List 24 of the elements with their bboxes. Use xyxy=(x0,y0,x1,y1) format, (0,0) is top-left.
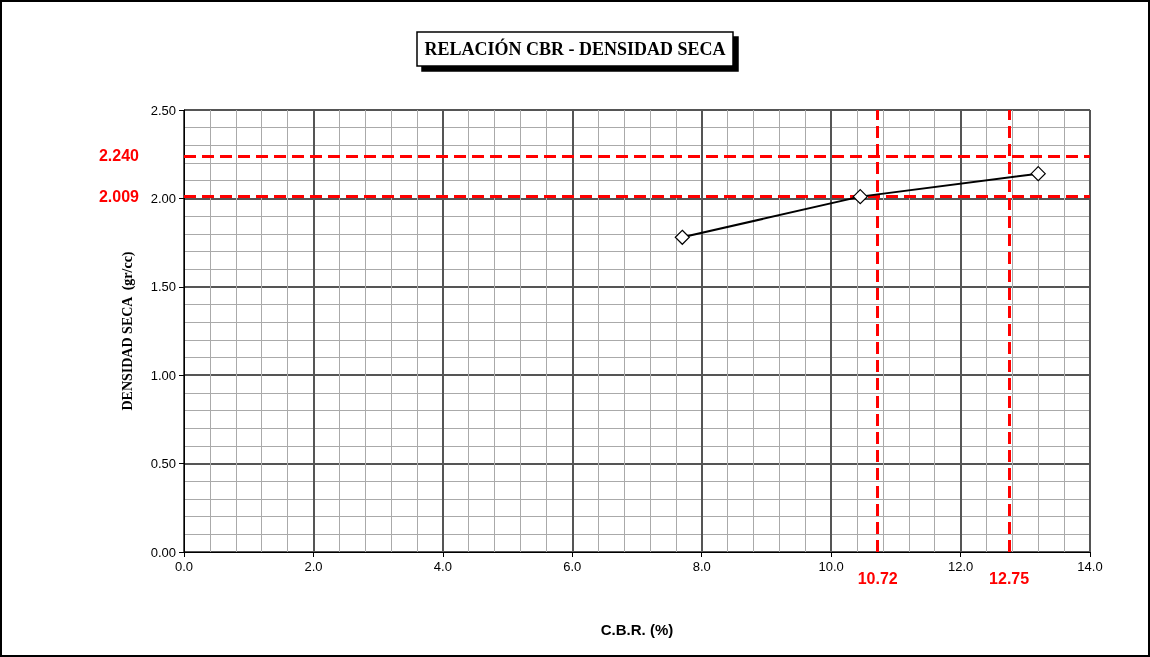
chart-title: RELACIÓN CBR - DENSIDAD SECA xyxy=(424,38,726,59)
y-tick-label: 1.50 xyxy=(150,279,176,295)
x-tick-label: 10.0 xyxy=(818,559,844,574)
y-tick-label: 0.00 xyxy=(150,544,176,560)
ref-line-label: 2.009 xyxy=(98,188,140,206)
y-tick-label: 2.50 xyxy=(150,102,176,118)
y-tick-label: 2.00 xyxy=(150,190,176,206)
y-tick-label: 0.50 xyxy=(150,456,176,472)
x-tick-label: 6.0 xyxy=(563,559,582,574)
y-tick-label: 1.00 xyxy=(150,367,176,383)
x-tick-label: 8.0 xyxy=(692,559,711,574)
ref-line-label: 2.240 xyxy=(98,147,140,165)
point xyxy=(674,229,690,245)
y-axis-title: DENSIDAD SECA (gr/cc) xyxy=(119,251,136,411)
x-tick-label: 2.0 xyxy=(304,559,323,574)
x-axis-title: C.B.R. (%) xyxy=(600,621,674,638)
x-tick-label: 0.0 xyxy=(174,559,194,574)
x-tick-label: 14.0 xyxy=(1077,559,1103,574)
ref-line-label: 12.75 xyxy=(989,569,1030,587)
ref-line-label: 10.72 xyxy=(857,569,898,587)
point xyxy=(1030,166,1046,182)
point xyxy=(852,189,868,205)
x-tick-label: 12.0 xyxy=(947,559,974,574)
x-tick-label: 4.0 xyxy=(433,559,452,574)
